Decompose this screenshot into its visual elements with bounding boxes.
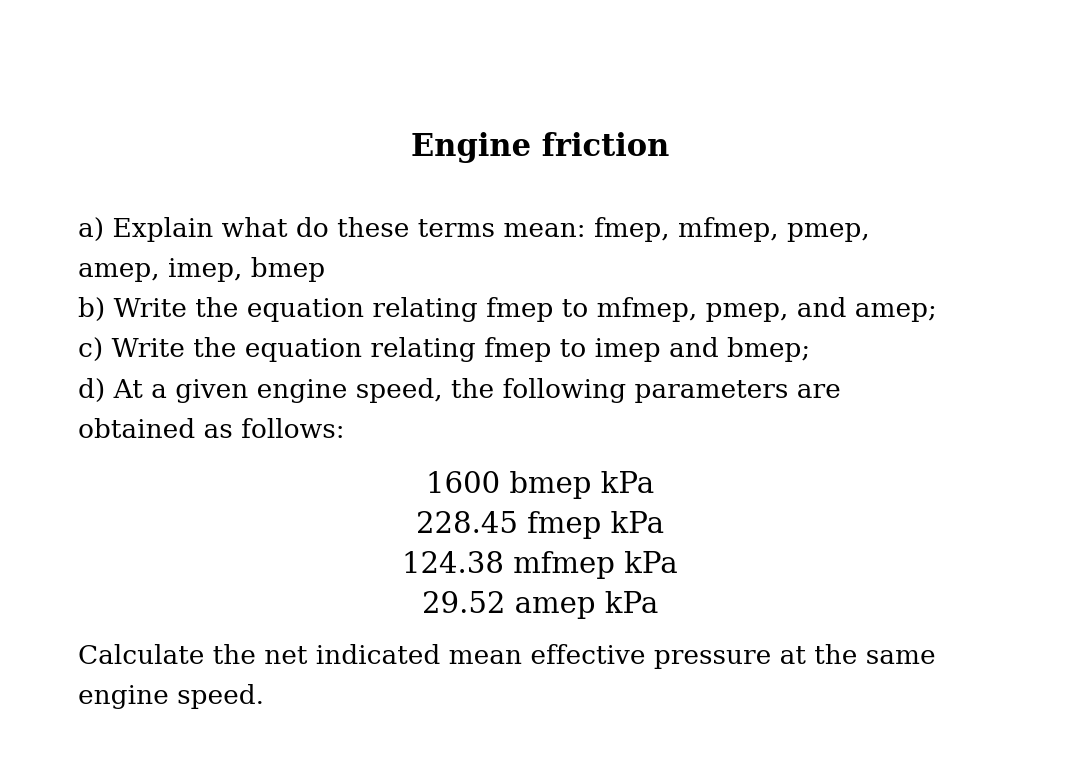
Text: 1600 bmep kPa: 1600 bmep kPa — [426, 471, 654, 498]
Text: a) Explain what do these terms mean: fmep, mfmep, pmep,: a) Explain what do these terms mean: fme… — [78, 217, 869, 241]
Text: 29.52 amep kPa: 29.52 amep kPa — [422, 591, 658, 619]
Text: c) Write the equation relating fmep to imep and bmep;: c) Write the equation relating fmep to i… — [78, 337, 810, 362]
Text: Calculate the net indicated mean effective pressure at the same: Calculate the net indicated mean effecti… — [78, 644, 935, 669]
Text: obtained as follows:: obtained as follows: — [78, 418, 345, 443]
Text: 124.38 mfmep kPa: 124.38 mfmep kPa — [402, 551, 678, 579]
Text: amep, imep, bmep: amep, imep, bmep — [78, 257, 325, 282]
Text: d) At a given engine speed, the following parameters are: d) At a given engine speed, the followin… — [78, 378, 840, 402]
Text: engine speed.: engine speed. — [78, 684, 264, 709]
Text: 228.45 fmep kPa: 228.45 fmep kPa — [416, 511, 664, 539]
Text: b) Write the equation relating fmep to mfmep, pmep, and amep;: b) Write the equation relating fmep to m… — [78, 297, 936, 322]
Text: Engine friction: Engine friction — [410, 132, 670, 163]
